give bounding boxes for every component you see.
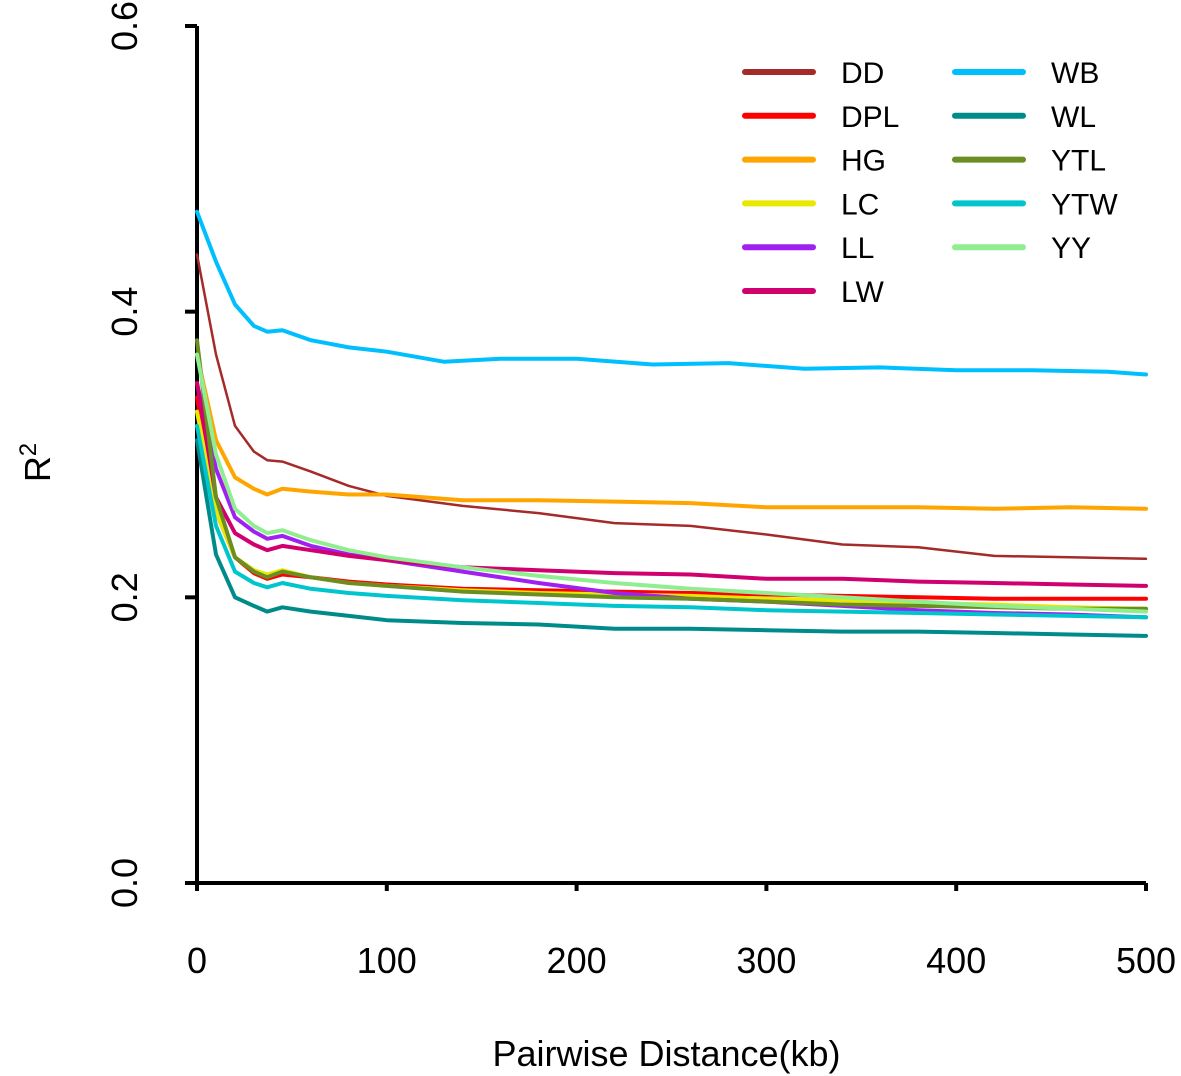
y-axis-title-superscript: 2 bbox=[15, 443, 42, 456]
legend-label-hg: HG bbox=[841, 145, 886, 178]
y-axis-title: R2 bbox=[15, 443, 58, 482]
series-line-dpl bbox=[195, 395, 1148, 601]
legend-label-wb: WB bbox=[1051, 57, 1099, 90]
y-axis-title-main: R bbox=[17, 456, 58, 482]
series-lines bbox=[195, 209, 1148, 638]
y-tick-label: 0.4 bbox=[104, 287, 145, 337]
series-line-dd bbox=[195, 253, 1148, 561]
legend-label-lc: LC bbox=[841, 188, 879, 221]
legend-label-wl: WL bbox=[1051, 101, 1096, 134]
legend-label-yy: YY bbox=[1051, 232, 1091, 265]
legend: DD DPL HG LC LL LW WB WL YTL YTW YY bbox=[742, 57, 1118, 309]
series-line-hg bbox=[195, 352, 1148, 511]
y-ticks: 0.0 0.2 0.4 0.6 bbox=[104, 1, 197, 908]
legend-label-ytl: YTL bbox=[1051, 145, 1106, 178]
series-line-wl bbox=[195, 438, 1148, 638]
series-line-ytl bbox=[195, 338, 1148, 611]
y-tick-label: 0.2 bbox=[104, 572, 145, 622]
axes: 0.0 0.2 0.4 0.6 0 100 200 300 400 500 bbox=[104, 1, 1176, 981]
series-line-ll bbox=[195, 381, 1148, 620]
x-tick-label: 400 bbox=[926, 940, 986, 981]
x-axis-title: Pairwise Distance(kb) bbox=[492, 1033, 840, 1074]
x-tick-label: 100 bbox=[357, 940, 417, 981]
x-ticks: 0 100 200 300 400 500 bbox=[187, 883, 1176, 981]
legend-label-dpl: DPL bbox=[841, 101, 899, 134]
legend-label-ytw: YTW bbox=[1051, 188, 1118, 221]
x-tick-label: 500 bbox=[1116, 940, 1176, 981]
series-line-yy bbox=[195, 352, 1148, 614]
legend-label-lw: LW bbox=[841, 276, 884, 309]
y-tick-label: 0.0 bbox=[104, 858, 145, 908]
legend-label-dd: DD bbox=[841, 57, 884, 90]
series-line-wb bbox=[195, 209, 1148, 377]
x-tick-label: 0 bbox=[187, 940, 207, 981]
legend-label-ll: LL bbox=[841, 232, 874, 265]
y-tick-label: 0.6 bbox=[104, 1, 145, 51]
series-line-ytw bbox=[195, 423, 1148, 620]
x-tick-label: 300 bbox=[736, 940, 796, 981]
x-tick-label: 200 bbox=[547, 940, 607, 981]
